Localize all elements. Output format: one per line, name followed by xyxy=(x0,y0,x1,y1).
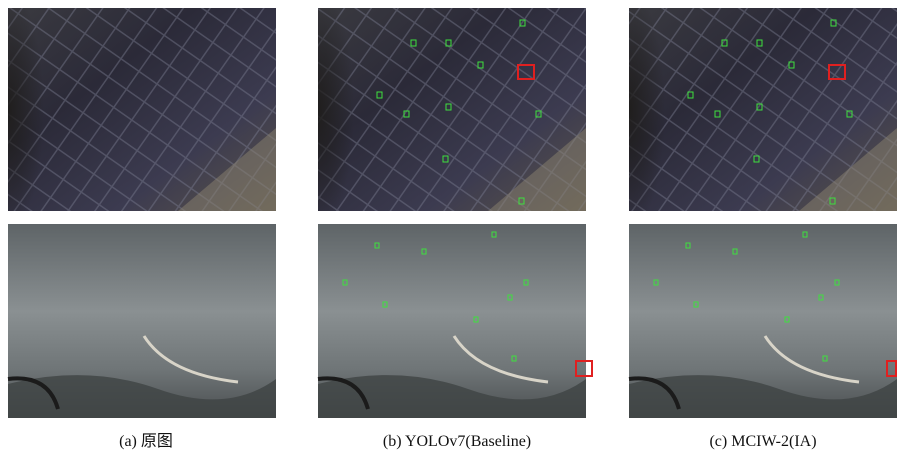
photo-shade xyxy=(8,8,68,211)
caption: (a) 原图 xyxy=(119,433,173,450)
figure: (a) 原图 (b) YOLOv7(Baseline) (c) MCIW-2(I… xyxy=(0,0,897,456)
photo-shade xyxy=(629,8,689,211)
caption: (b) YOLOv7(Baseline) xyxy=(383,433,531,450)
caption: (c) MCIW-2(IA) xyxy=(709,433,816,450)
photo-shade xyxy=(318,8,378,211)
